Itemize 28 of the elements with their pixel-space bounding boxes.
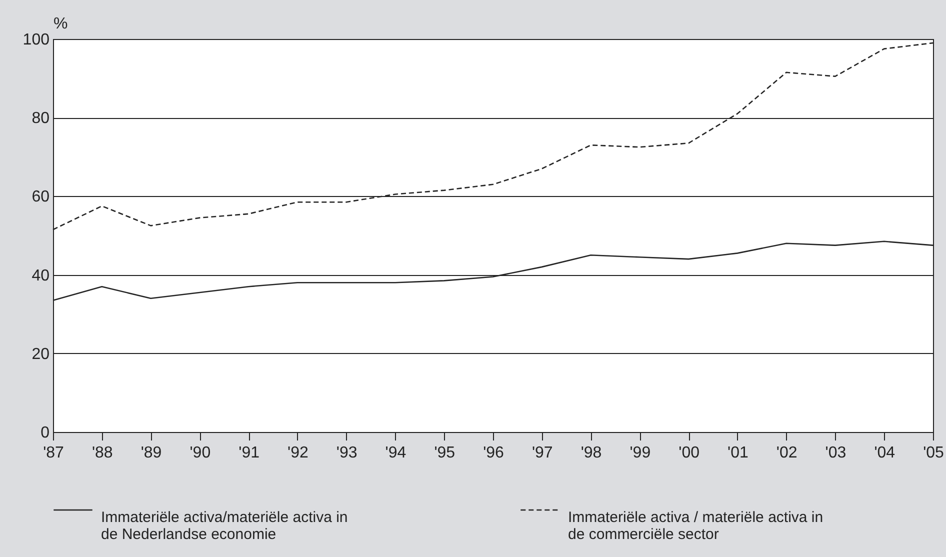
x-tick-label: '93 (336, 444, 358, 462)
y-tick-label: 0 (40, 424, 50, 442)
x-tick-label: '90 (190, 444, 211, 462)
y-tick-label: 60 (32, 188, 50, 206)
legend-label: Immateriële activa / materiële activa in de commerciële sector (568, 509, 824, 543)
x-tick-label: '92 (288, 444, 308, 462)
x-tick-label: '01 (728, 444, 748, 462)
x-tick-label: '94 (385, 444, 406, 462)
x-tick-label: '91 (238, 444, 260, 462)
x-tick-label: '96 (483, 444, 504, 462)
x-tick-label: '03 (825, 444, 846, 462)
x-tick-label: '98 (580, 444, 602, 462)
x-tick-label: '99 (630, 444, 651, 462)
x-tick-label: '89 (140, 444, 162, 462)
x-tick-label: '87 (43, 444, 64, 462)
x-tick-label: '95 (434, 444, 456, 462)
y-tick-label: 80 (32, 110, 50, 128)
y-axis-title: % (54, 16, 68, 32)
y-tick-label: 40 (32, 267, 50, 284)
x-tick-label: '00 (678, 444, 700, 462)
y-tick-label: 20 (32, 346, 50, 363)
legend-label: Immateriële activa/materiële activa in de Nederlandse economie (101, 509, 348, 543)
y-tick-label: 100 (22, 32, 50, 48)
x-tick-label: '04 (874, 444, 896, 462)
x-tick-label: '97 (532, 444, 553, 462)
x-tick-label: '88 (92, 444, 113, 462)
x-tick-label: '02 (776, 444, 798, 462)
x-tick-label: '05 (923, 444, 944, 462)
